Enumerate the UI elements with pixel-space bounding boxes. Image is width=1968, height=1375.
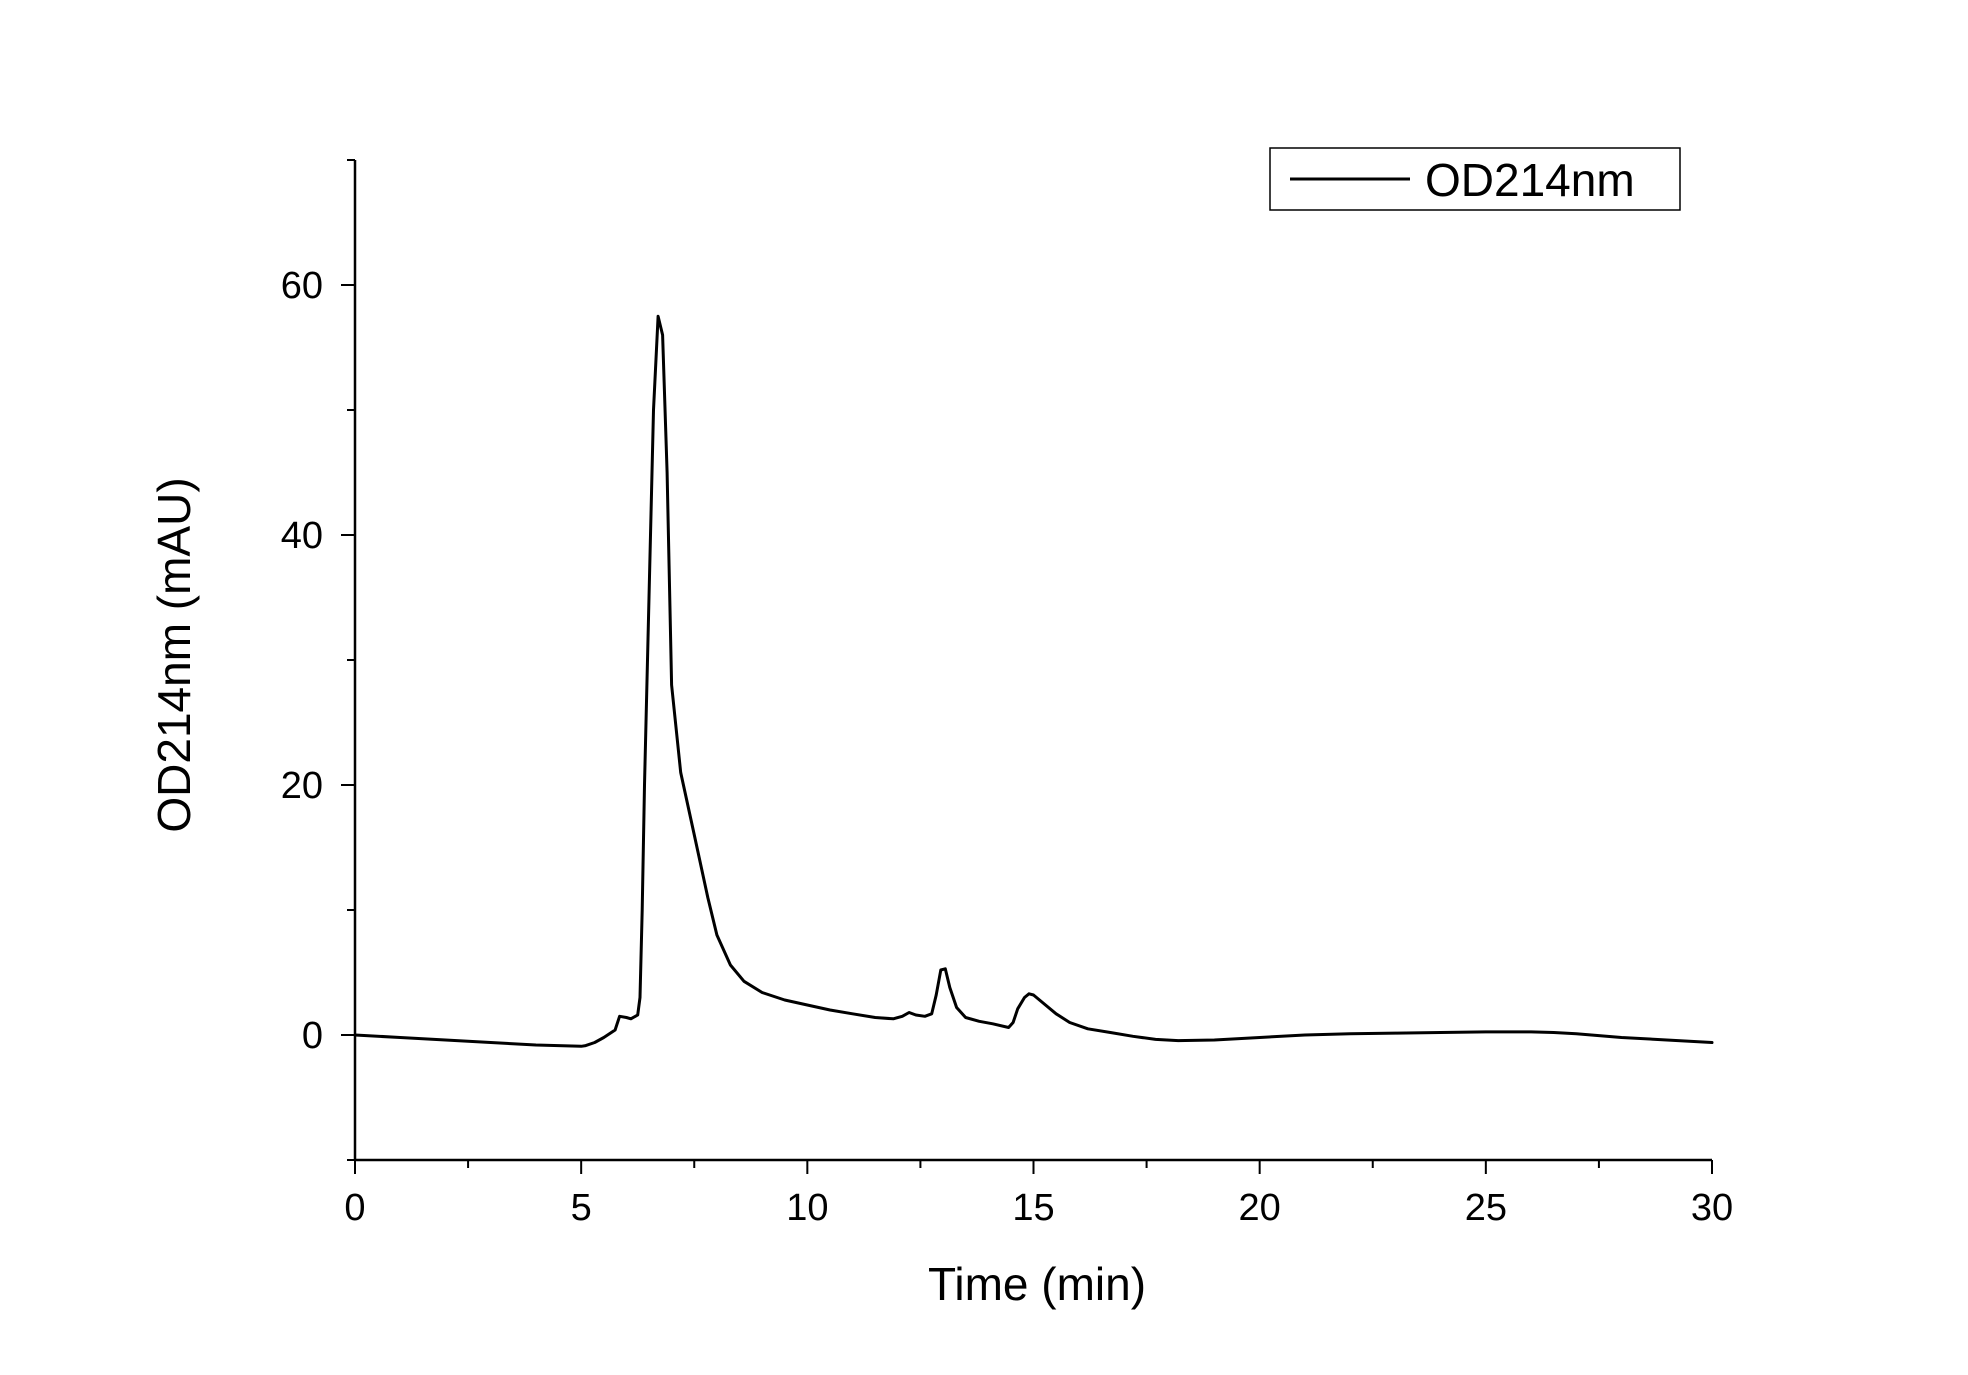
x-tick-label: 15 (1012, 1187, 1054, 1229)
y-tick-label: 0 (302, 1015, 323, 1057)
x-tick-label: 30 (1691, 1187, 1733, 1229)
y-tick-label: 60 (281, 265, 323, 307)
x-tick-label: 20 (1239, 1187, 1281, 1229)
series-line-od214nm (353, 314, 1714, 1048)
plot-area (353, 314, 1714, 1048)
y-tick-label: 40 (281, 515, 323, 557)
legend: OD214nm (1269, 147, 1681, 211)
y-axis-label: OD214nm (mAU) (148, 477, 200, 832)
ticks (341, 159, 1713, 1174)
y-tick-label: 20 (281, 765, 323, 807)
x-axis-label: Time (min) (928, 1258, 1146, 1310)
tick-labels: 0 5 10 15 20 25 30 0 20 40 60 (281, 265, 1733, 1229)
x-tick-label: 5 (571, 1187, 592, 1229)
x-tick-label: 25 (1465, 1187, 1507, 1229)
x-tick-label: 10 (786, 1187, 828, 1229)
legend-label: OD214nm (1425, 154, 1635, 206)
x-tick-label: 0 (344, 1187, 365, 1229)
